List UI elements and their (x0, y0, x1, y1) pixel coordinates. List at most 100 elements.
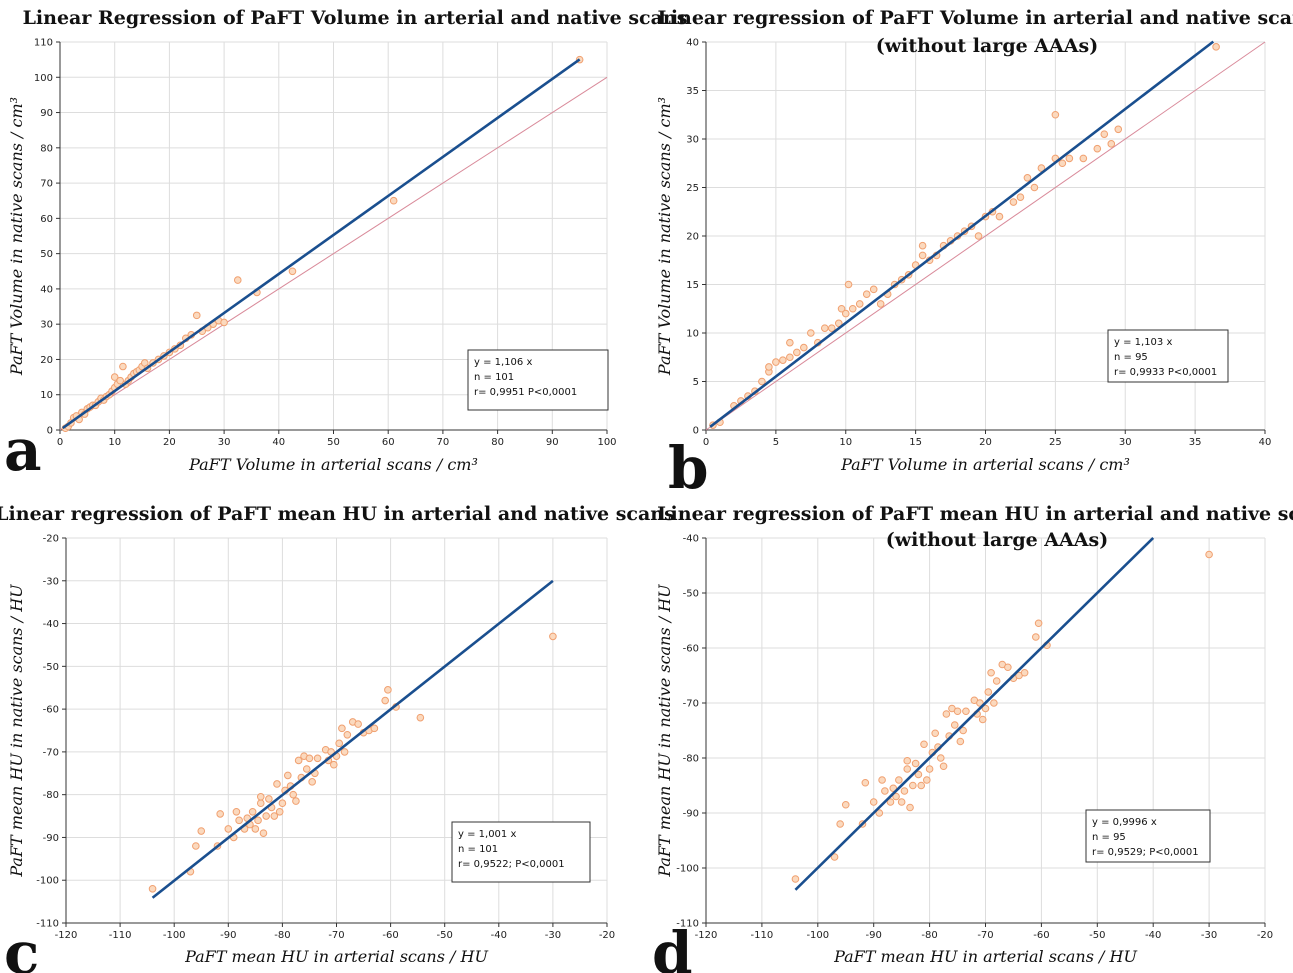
chart-title: Linear Regression of PaFT Volume in arte… (23, 7, 688, 29)
data-point (911, 759, 920, 768)
data-point (827, 324, 836, 332)
y-tick-label: 20 (40, 355, 53, 366)
data-point (256, 799, 265, 808)
data-point (259, 829, 268, 837)
y-tick-label: 25 (686, 183, 699, 194)
x-tick-label: -60 (1033, 930, 1049, 941)
data-point (370, 724, 379, 733)
x-tick-label: -100 (163, 930, 186, 941)
data-point (869, 798, 878, 806)
data-point (793, 348, 801, 357)
data-point (855, 300, 864, 308)
x-tick-label: -100 (806, 930, 829, 941)
data-point (779, 356, 787, 364)
data-point (848, 304, 857, 313)
y-tick-label: 35 (686, 86, 699, 97)
data-point (305, 754, 314, 763)
chart-title: (without large AAAs) (886, 529, 1108, 551)
chart-title: (without large AAAs) (876, 35, 1098, 57)
y-tick-label: 100 (34, 73, 53, 84)
data-point (897, 798, 906, 806)
data-point (335, 739, 344, 748)
identity-line (705, 41, 1266, 431)
data-point (920, 740, 928, 749)
data-point (256, 793, 265, 801)
x-tick-label: 20 (979, 437, 992, 448)
data-point (909, 781, 917, 790)
y-tick-label: 70 (40, 179, 53, 190)
data-point (976, 699, 984, 707)
panel-letter: d (652, 919, 693, 973)
data-point (906, 803, 914, 812)
data-point (962, 707, 970, 716)
data-point (917, 781, 926, 790)
stats-box (1107, 329, 1229, 383)
x-tick-label: 20 (163, 437, 176, 448)
y-tick-label: -40 (683, 534, 699, 545)
data-point (1205, 550, 1213, 559)
data-point (786, 353, 794, 362)
data-point (841, 309, 850, 318)
data-point (869, 285, 878, 294)
stats-line: y = 0,9996 x (1092, 817, 1157, 828)
x-axis-label: PaFT Volume in arterial scans / cm³ (840, 455, 1130, 474)
stats-line: y = 1,106 x (474, 357, 532, 368)
panel-letter: b (668, 434, 709, 502)
data-point (289, 790, 298, 799)
data-point (119, 362, 127, 371)
y-tick-label: 40 (40, 284, 53, 295)
data-point (220, 318, 228, 327)
stats-line: n = 95 (1092, 832, 1126, 843)
y-tick-label: -50 (683, 589, 699, 600)
data-point (251, 825, 260, 833)
stats-line: y = 1,001 x (458, 829, 516, 840)
x-axis-label: PaFT mean HU in arterial scans / HU (833, 947, 1137, 966)
data-point (807, 329, 815, 337)
x-tick-label: -30 (1201, 930, 1217, 941)
data-point (886, 798, 895, 806)
data-point (953, 707, 962, 716)
data-point (308, 778, 316, 786)
data-point (939, 762, 948, 771)
x-tick-label: 80 (491, 437, 504, 448)
data-point (791, 875, 800, 883)
x-tick-label: 50 (327, 437, 340, 448)
data-point (284, 771, 292, 780)
data-point (786, 338, 794, 347)
stats-line: r= 0,9933 P<0,0001 (1114, 367, 1217, 378)
data-point (381, 696, 389, 705)
x-tick-label: 40 (1259, 437, 1272, 448)
x-tick-label: -30 (545, 930, 561, 941)
y-tick-label: -20 (43, 534, 59, 545)
data-point (192, 842, 200, 850)
y-tick-label: 30 (686, 135, 699, 146)
data-point (923, 776, 931, 784)
regression-line (61, 58, 581, 430)
y-tick-label: 0 (693, 426, 699, 437)
data-point (987, 668, 995, 677)
data-point (270, 812, 279, 820)
x-tick-label: 5 (773, 437, 779, 448)
y-tick-label: -70 (683, 699, 699, 710)
data-point (1093, 144, 1102, 153)
y-tick-label: 60 (40, 214, 53, 225)
stats-line: r= 0,9951 P<0,0001 (474, 387, 577, 398)
y-tick-label: -110 (676, 919, 699, 930)
y-tick-label: 15 (686, 280, 699, 291)
x-tick-label: -20 (1257, 930, 1273, 941)
y-tick-label: -100 (36, 876, 59, 887)
chart-title: Linear regression of PaFT Volume in arte… (657, 7, 1293, 29)
data-point (992, 677, 1001, 685)
x-tick-label: -120 (695, 930, 718, 941)
data-point (1065, 154, 1074, 163)
data-point (936, 754, 945, 762)
x-tick-label: -20 (599, 930, 615, 941)
x-tick-label: 10 (108, 437, 121, 448)
x-tick-label: -60 (382, 930, 398, 941)
y-tick-label: -90 (683, 809, 699, 820)
data-point (1079, 154, 1088, 163)
y-tick-label: -80 (683, 754, 699, 765)
data-point (273, 780, 281, 788)
y-tick-label: 10 (686, 329, 699, 340)
